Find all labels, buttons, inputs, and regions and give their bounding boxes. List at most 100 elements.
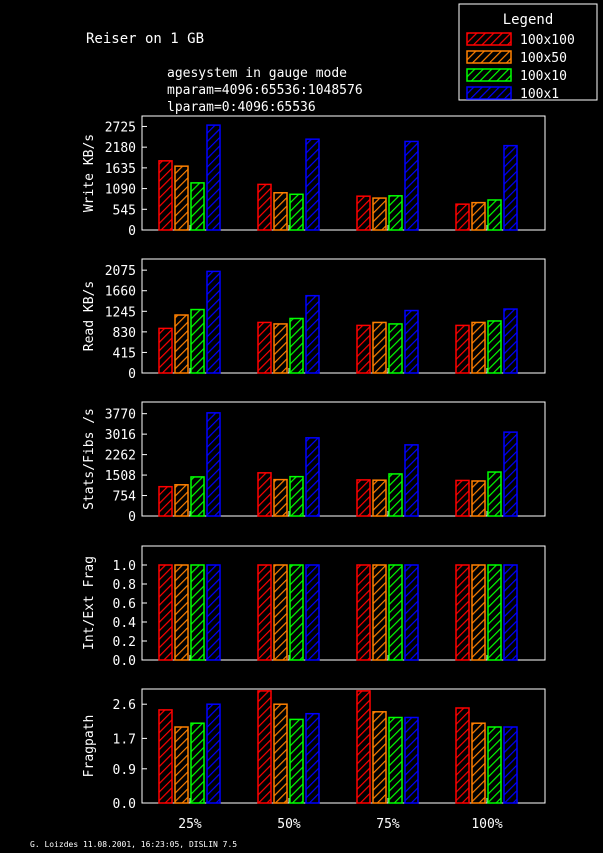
chart-panels: 0 545 1090 1635 2180 2725 Write KB/s 0 415 830 124… xyxy=(82,115,546,832)
bar xyxy=(158,485,173,517)
bar xyxy=(404,564,419,661)
bar xyxy=(206,703,221,804)
x-tick-label: 50% xyxy=(277,817,301,832)
legend-swatch xyxy=(466,86,512,100)
bar xyxy=(158,709,173,804)
legend-entry-label: 100x10 xyxy=(520,69,567,84)
y-axis-label: Stats/Fibs /s xyxy=(82,408,97,510)
y-tick-label: 2180 xyxy=(105,141,136,156)
y-tick-label: 1660 xyxy=(105,285,136,300)
panel-3: 0 754 1508 2262 3016 3770 Stats/Fibs /s xyxy=(82,401,546,525)
bar xyxy=(471,722,486,804)
y-tick-label: 754 xyxy=(113,490,137,505)
bar xyxy=(404,309,419,374)
bar xyxy=(487,199,502,231)
legend-entry-label: 100x50 xyxy=(520,51,567,66)
bar xyxy=(372,479,387,517)
panel-4: 0.0 0.2 0.4 0.6 0.8 1.0 Int/Ext Frag xyxy=(82,545,546,669)
bar xyxy=(388,716,403,804)
bar xyxy=(404,444,419,517)
bar xyxy=(388,323,403,374)
bar xyxy=(471,321,486,374)
bar xyxy=(289,317,304,374)
subtitle-line-1: agesystem in gauge mode xyxy=(167,66,347,81)
bar xyxy=(206,564,221,661)
y-axis-label: Write KB/s xyxy=(82,134,97,212)
bar xyxy=(158,564,173,661)
subtitle-line-3: lparam=0:4096:65536 xyxy=(167,100,316,115)
bar xyxy=(273,192,288,231)
y-tick-label: 0.0 xyxy=(113,654,136,669)
bar xyxy=(471,480,486,517)
plot-frame xyxy=(141,115,546,231)
y-tick-label: 0.2 xyxy=(113,635,136,650)
bar xyxy=(289,564,304,661)
bar xyxy=(388,473,403,517)
footer-credit: G. Loizdes 11.08.2001, 16:23:05, DISLIN … xyxy=(30,840,237,849)
bar xyxy=(305,564,320,661)
legend-frame xyxy=(458,3,598,101)
y-tick-label: 0.9 xyxy=(113,763,136,778)
y-tick-label: 0 xyxy=(128,224,136,239)
y-tick-label: 830 xyxy=(113,326,136,341)
bar xyxy=(471,201,486,231)
x-tick-label: 100% xyxy=(471,817,502,832)
bar xyxy=(356,195,371,231)
bar xyxy=(471,564,486,661)
legend: Legend 100x100 100x50 100x10 100x1 xyxy=(458,3,598,102)
bar xyxy=(257,321,272,374)
plot-frame xyxy=(141,401,546,517)
bar xyxy=(455,707,470,804)
bar xyxy=(487,320,502,374)
bar xyxy=(356,479,371,517)
bar xyxy=(174,484,189,517)
bar xyxy=(503,144,518,231)
legend-swatch xyxy=(466,68,512,82)
bar xyxy=(273,703,288,804)
bar xyxy=(289,718,304,804)
legend-entries: 100x100 100x50 100x10 100x1 xyxy=(466,32,575,102)
panel-1: 0 545 1090 1635 2180 2725 Write KB/s xyxy=(82,115,546,239)
bar xyxy=(206,412,221,517)
bar xyxy=(289,475,304,517)
bar xyxy=(404,716,419,804)
bar xyxy=(257,183,272,231)
bar xyxy=(273,323,288,374)
bar xyxy=(503,564,518,661)
y-tick-label: 0.8 xyxy=(113,578,136,593)
y-tick-label: 2075 xyxy=(105,264,136,279)
y-tick-label: 2725 xyxy=(105,120,136,135)
y-tick-label: 0 xyxy=(128,367,136,382)
bar xyxy=(257,564,272,661)
plot-frame xyxy=(141,688,546,804)
bar xyxy=(257,472,272,517)
legend-swatch xyxy=(466,50,512,64)
bar xyxy=(257,690,272,804)
bar xyxy=(455,324,470,374)
bar xyxy=(404,140,419,231)
bar xyxy=(190,564,205,661)
y-tick-label: 2262 xyxy=(105,449,136,464)
bar xyxy=(305,437,320,517)
x-tick-label: 75% xyxy=(376,817,400,832)
y-tick-label: 0.6 xyxy=(113,597,136,612)
bar xyxy=(190,722,205,804)
bar xyxy=(190,476,205,517)
bar xyxy=(503,431,518,517)
bar xyxy=(503,726,518,804)
bar xyxy=(206,124,221,231)
bar xyxy=(455,203,470,231)
y-tick-label: 2.6 xyxy=(113,698,136,713)
y-tick-label: 0.0 xyxy=(113,797,136,812)
y-tick-label: 1090 xyxy=(105,183,136,198)
y-tick-label: 545 xyxy=(113,203,136,218)
bar xyxy=(174,564,189,661)
legend-title: Legend xyxy=(503,12,554,28)
chart-title: Reiser on 1 GB xyxy=(86,31,204,47)
y-tick-label: 3770 xyxy=(105,408,136,423)
y-tick-label: 1635 xyxy=(105,162,136,177)
bar xyxy=(273,564,288,661)
bar xyxy=(487,726,502,804)
bar xyxy=(174,726,189,804)
